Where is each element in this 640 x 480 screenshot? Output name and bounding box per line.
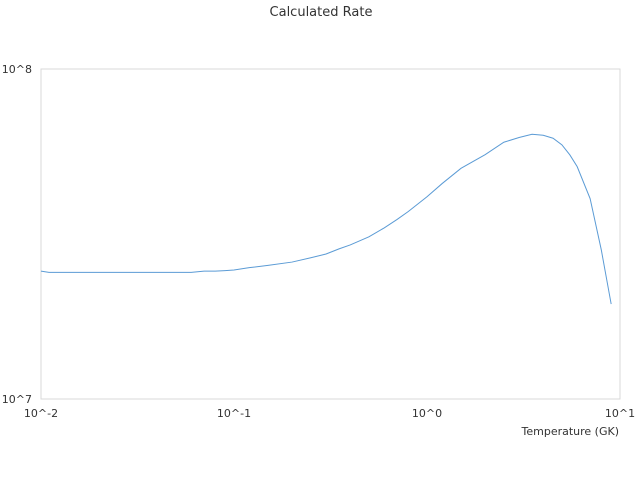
chart-title: Calculated Rate (270, 5, 373, 20)
x-axis-label: Temperature (GK) (521, 425, 620, 438)
x-tick-label: 10^-1 (217, 407, 251, 420)
y-tick-label: 10^8 (2, 63, 32, 76)
x-tick-label: 10^-2 (24, 407, 58, 420)
y-axis-ticks: 10^7 10^8 (2, 63, 32, 406)
plot-area-border (40, 68, 621, 400)
x-tick-label: 10^1 (605, 407, 635, 420)
x-tick-label: 10^0 (412, 407, 442, 420)
series-line (40, 133, 612, 305)
y-tick-label: 10^7 (2, 393, 32, 406)
x-axis-ticks: 10^-2 10^-1 10^0 10^1 (24, 407, 635, 420)
